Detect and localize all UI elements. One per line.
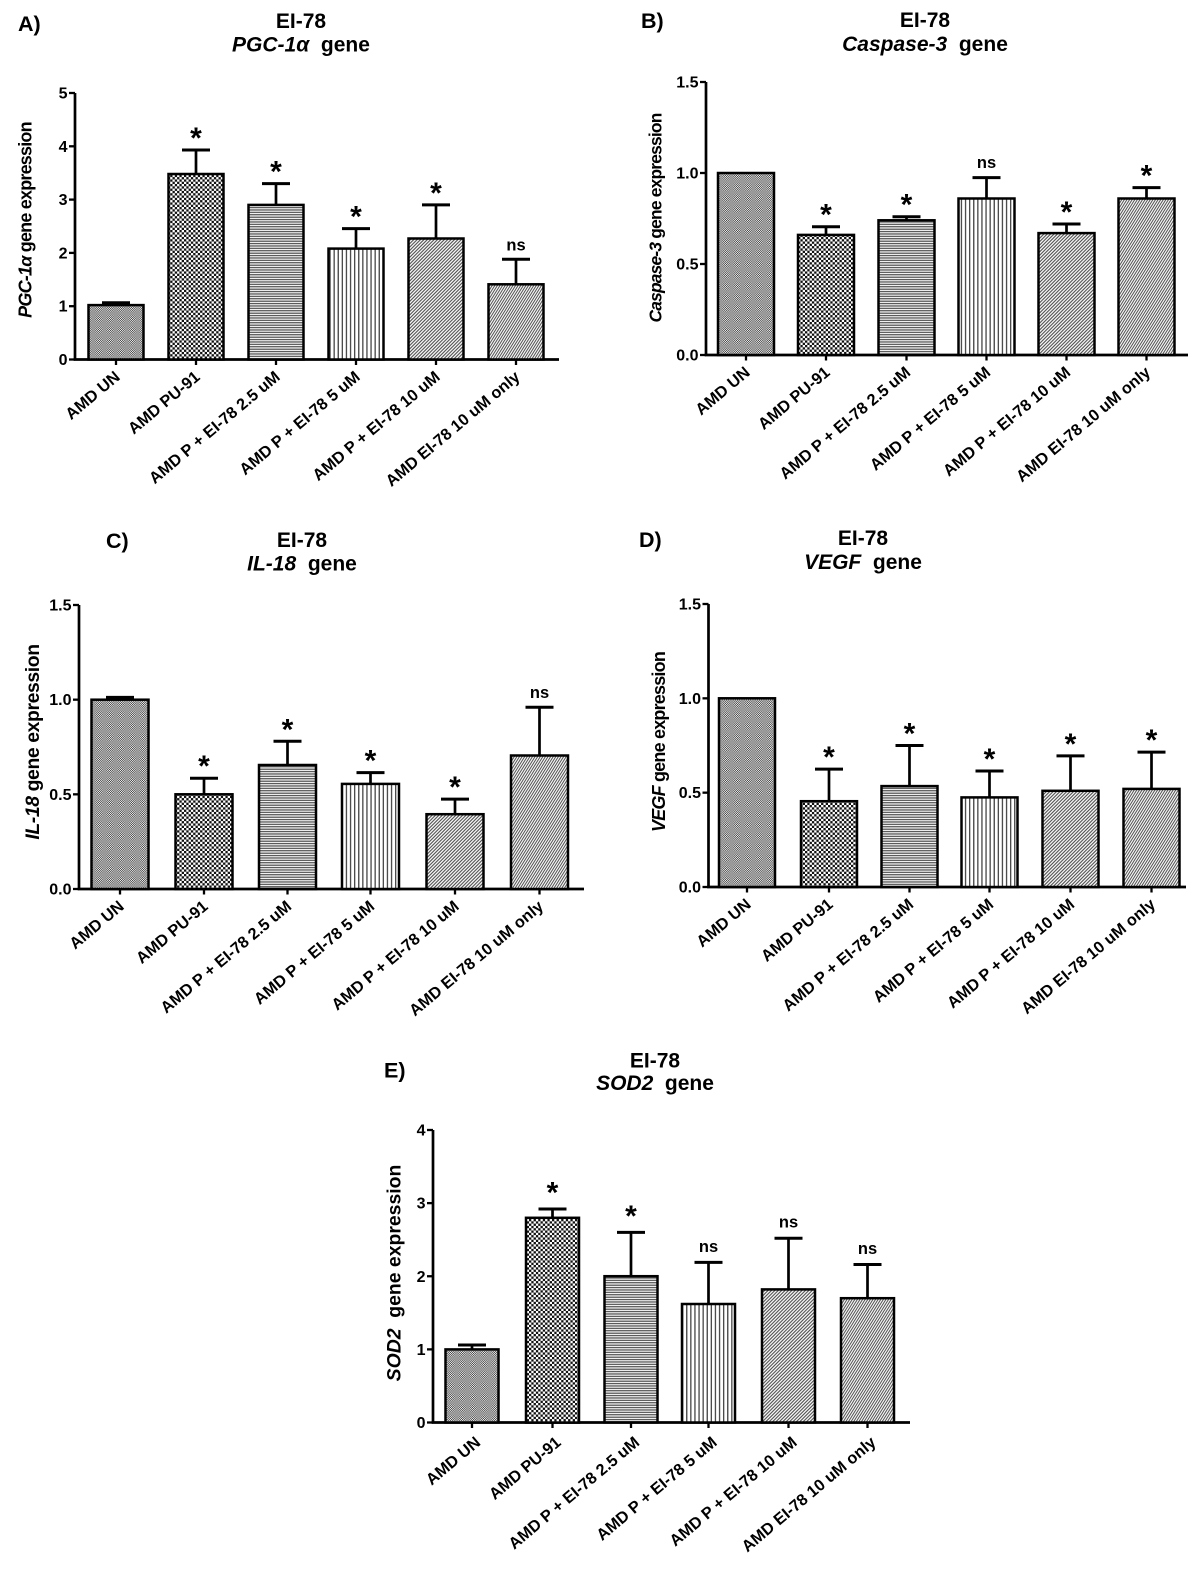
svg-text:*: * bbox=[547, 1177, 559, 1210]
svg-text:*: * bbox=[430, 177, 442, 210]
svg-text:B): B) bbox=[641, 9, 664, 33]
svg-text:4: 4 bbox=[417, 1123, 426, 1140]
svg-text:*: * bbox=[984, 743, 996, 776]
svg-text:1.5: 1.5 bbox=[49, 598, 71, 615]
svg-text:1.0: 1.0 bbox=[676, 166, 698, 183]
svg-text:IL-18 gene expression: IL-18 gene expression bbox=[22, 644, 44, 839]
svg-text:*: * bbox=[1061, 196, 1073, 229]
svg-text:0.5: 0.5 bbox=[676, 257, 698, 274]
svg-text:*: * bbox=[901, 189, 913, 222]
svg-text:3: 3 bbox=[417, 1196, 426, 1213]
svg-text:*: * bbox=[198, 750, 210, 783]
svg-text:IL-18 gene: IL-18 gene bbox=[247, 553, 357, 576]
svg-text:0.0: 0.0 bbox=[679, 880, 701, 897]
svg-text:5: 5 bbox=[59, 86, 68, 103]
svg-text:1: 1 bbox=[59, 299, 68, 316]
svg-text:1.5: 1.5 bbox=[679, 597, 701, 614]
svg-text:EI-78: EI-78 bbox=[276, 10, 327, 33]
svg-text:PGC-1α gene: PGC-1α gene bbox=[232, 34, 370, 57]
svg-text:ns: ns bbox=[530, 684, 549, 702]
svg-text:0.5: 0.5 bbox=[679, 785, 701, 802]
svg-text:0.5: 0.5 bbox=[49, 787, 71, 804]
svg-text:1.0: 1.0 bbox=[49, 692, 71, 709]
svg-text:*: * bbox=[1141, 160, 1153, 193]
svg-text:1: 1 bbox=[417, 1342, 426, 1359]
svg-text:EI-78: EI-78 bbox=[630, 1050, 681, 1073]
svg-text:0.0: 0.0 bbox=[676, 348, 698, 365]
svg-text:*: * bbox=[820, 199, 832, 232]
svg-text:0: 0 bbox=[417, 1415, 426, 1432]
svg-text:*: * bbox=[823, 741, 835, 774]
svg-text:ns: ns bbox=[977, 154, 996, 172]
svg-text:VEGF gene: VEGF gene bbox=[804, 551, 922, 574]
svg-text:EI-78: EI-78 bbox=[838, 527, 889, 550]
svg-text:Caspase-3 gene: Caspase-3 gene bbox=[842, 33, 1008, 56]
svg-text:*: * bbox=[190, 122, 202, 155]
svg-text:1.5: 1.5 bbox=[676, 75, 698, 92]
svg-text:C): C) bbox=[106, 529, 129, 553]
svg-text:A): A) bbox=[18, 12, 41, 36]
svg-text:*: * bbox=[1146, 724, 1158, 757]
svg-text:*: * bbox=[449, 771, 461, 804]
svg-text:2: 2 bbox=[59, 245, 68, 262]
svg-text:ns: ns bbox=[858, 1240, 877, 1258]
svg-text:E): E) bbox=[384, 1059, 406, 1083]
svg-text:PGC-1α gene expression: PGC-1α gene expression bbox=[16, 122, 36, 318]
svg-text:*: * bbox=[625, 1200, 637, 1233]
svg-text:Caspase-3 gene expression: Caspase-3 gene expression bbox=[646, 113, 666, 322]
svg-text:EI-78: EI-78 bbox=[277, 529, 328, 552]
svg-text:*: * bbox=[904, 718, 916, 751]
svg-text:VEGF gene expression: VEGF gene expression bbox=[649, 652, 669, 832]
svg-text:D): D) bbox=[639, 528, 662, 552]
svg-text:ns: ns bbox=[699, 1238, 718, 1256]
svg-text:1.0: 1.0 bbox=[679, 691, 701, 708]
svg-text:0: 0 bbox=[59, 352, 68, 369]
svg-text:*: * bbox=[350, 201, 362, 234]
svg-text:4: 4 bbox=[59, 139, 68, 156]
svg-text:SOD2 gene expression: SOD2 gene expression bbox=[384, 1165, 406, 1382]
svg-text:2: 2 bbox=[417, 1269, 426, 1286]
svg-text:EI-78: EI-78 bbox=[900, 9, 951, 32]
svg-text:*: * bbox=[282, 713, 294, 746]
svg-text:0.0: 0.0 bbox=[49, 882, 71, 899]
svg-text:*: * bbox=[270, 156, 282, 189]
svg-text:ns: ns bbox=[779, 1214, 798, 1232]
svg-text:*: * bbox=[1065, 728, 1077, 761]
svg-text:ns: ns bbox=[506, 236, 525, 254]
svg-text:*: * bbox=[365, 745, 377, 778]
svg-text:SOD2 gene: SOD2 gene bbox=[596, 1072, 714, 1095]
svg-text:3: 3 bbox=[59, 192, 68, 209]
